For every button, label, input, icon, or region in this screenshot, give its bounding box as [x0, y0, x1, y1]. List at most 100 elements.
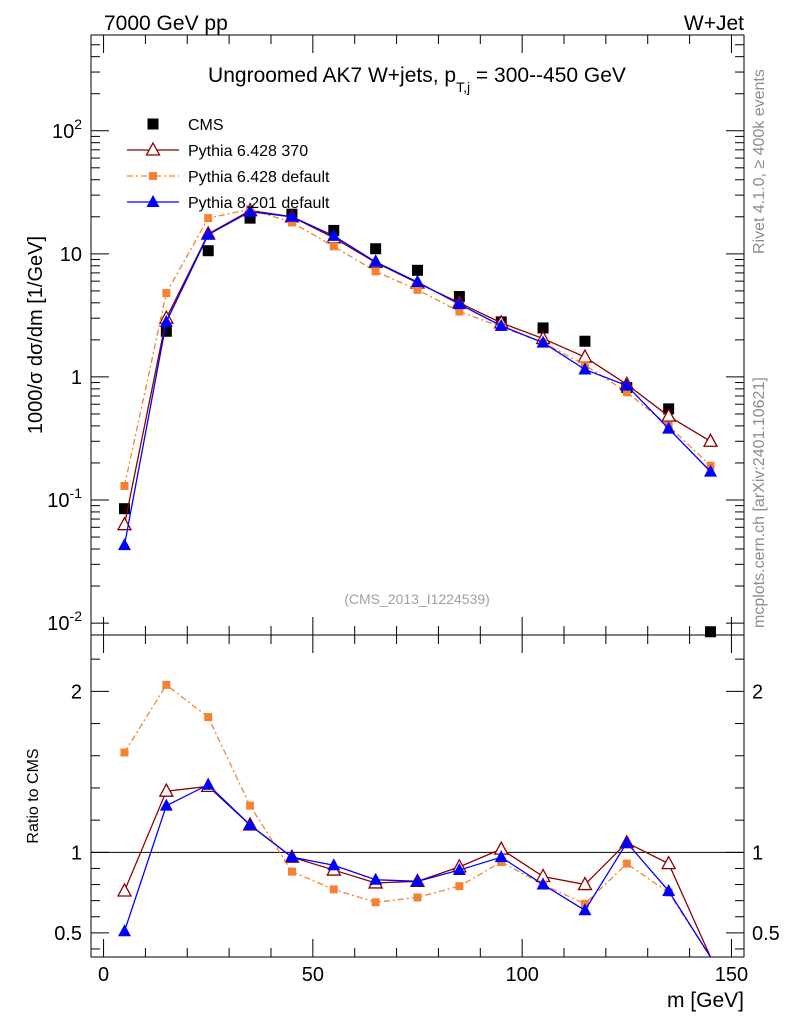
data-point: [452, 297, 466, 310]
legend-item: Pythia 6.428 370: [127, 141, 308, 160]
data-point: [579, 335, 591, 347]
ratio-ytick-label: 2: [71, 681, 82, 703]
data-point: [577, 348, 593, 363]
title-main: Ungroomed AK7 W+jets, p: [208, 64, 456, 87]
data-point: [201, 227, 215, 240]
data-point: [202, 245, 214, 257]
legend-marker: [146, 195, 160, 207]
main-ytick-label: 102: [52, 116, 82, 143]
ratio-point: [158, 782, 174, 797]
legend-label: Pythia 6.428 default: [188, 169, 330, 186]
ratio-point: [494, 850, 508, 863]
data-point: [159, 314, 173, 327]
main-ytick-label: 10-2: [47, 608, 82, 635]
data-point: [329, 242, 338, 251]
series-line: [123, 209, 711, 525]
ratio-ytick-label-right: 2: [752, 681, 763, 703]
data-point: [411, 275, 424, 288]
ratio-line: [123, 785, 712, 958]
ratio-series-pythia-8-201-default: [117, 777, 712, 958]
ratio-point: [452, 863, 466, 876]
ratio-point: [117, 924, 131, 937]
main-ticks: 10-2 10-1 1 10 102: [47, 34, 744, 635]
xtick-label: 150: [715, 964, 748, 986]
ratio-point: [536, 877, 550, 890]
mcplots-label: mcplots.cern.ch [arXiv:2401.10621]: [751, 377, 768, 628]
series-pythia-8-201-default: [117, 204, 718, 551]
ratio-panel: 0.5 0.5 1 1 2 2 0 50 100 150 Ratio to CMS m [GeV]: [25, 634, 780, 1012]
main-watermark: (CMS_2013_I1224539): [344, 591, 490, 607]
data-point: [160, 325, 172, 337]
ratio-point: [661, 855, 677, 870]
ratio-point: [285, 850, 299, 863]
data-point: [704, 464, 718, 477]
data-point: [661, 407, 677, 422]
data-point: [118, 503, 130, 515]
ratio-point: [578, 903, 592, 916]
ratio-point: [201, 777, 215, 790]
data-point: [662, 421, 676, 434]
legend-item: Pythia 6.428 default: [127, 169, 330, 186]
data-point: [702, 432, 719, 447]
xtick-label: 50: [302, 964, 324, 986]
data-point: [413, 285, 422, 294]
ratio-point: [287, 867, 296, 876]
ratio-point: [371, 898, 380, 907]
ratio-point: [159, 798, 173, 811]
data-point: [120, 481, 129, 490]
data-point: [622, 388, 631, 397]
main-panel: 10-2 10-1 1 10 102 (CMS_2013_I1224539) Ungro…: [25, 34, 745, 638]
ratio-point: [620, 835, 634, 848]
data-point: [244, 212, 256, 224]
data-point: [705, 626, 717, 638]
ratio-point: [246, 801, 255, 810]
ratio-point: [162, 680, 171, 689]
main-ytick-label: 10-1: [47, 485, 82, 512]
ratio-point: [329, 885, 338, 894]
legend-marker: [149, 172, 157, 180]
ratio-ytick-label: 1: [71, 842, 82, 864]
legend-label: Pythia 8.201 default: [188, 195, 330, 212]
data-point: [117, 538, 131, 551]
ratio-line: [123, 683, 712, 958]
ratio-point: [327, 858, 341, 871]
data-point: [162, 289, 171, 298]
ratio-ytick-label-right: 0.5: [752, 923, 780, 945]
data-point: [536, 335, 550, 348]
main-title: Ungroomed AK7 W+jets, pT,j = 300--450 Ge…: [208, 64, 626, 95]
data-point: [370, 243, 382, 255]
ratio-point: [455, 882, 464, 891]
ratio-point: [662, 883, 676, 896]
data-point: [369, 254, 383, 267]
legend-label: CMS: [188, 117, 224, 134]
series-line: [123, 208, 711, 487]
legend-marker: [147, 118, 159, 130]
ratio-point: [411, 874, 424, 887]
ratio-point: [369, 872, 383, 885]
legend-label: Pythia 6.428 370: [188, 143, 308, 160]
data-point: [327, 228, 341, 241]
main-ytick-label: 10: [60, 244, 82, 266]
data-point: [412, 264, 423, 276]
ratio-ylabel: Ratio to CMS: [25, 748, 42, 843]
ratio-point: [243, 817, 257, 830]
series-cms: [118, 208, 717, 638]
data-point: [494, 318, 508, 331]
data-point: [285, 209, 299, 222]
ratio-ticks: 0.5 0.5 1 1 2 2 0 50 100 150: [54, 635, 780, 986]
legend: CMS Pythia 6.428 370 Pythia 6.428 default P…: [127, 117, 330, 212]
ratio-point: [577, 876, 593, 891]
header-right: W+Jet: [684, 12, 744, 35]
rivet-label: Rivet 4.1.0, ≥ 400k events: [751, 69, 768, 254]
data-point: [204, 214, 213, 223]
title-sub: T,j: [456, 79, 470, 95]
ratio-point: [204, 713, 213, 722]
ratio-point: [116, 882, 133, 897]
series-line: [123, 211, 711, 546]
legend-marker: [145, 141, 161, 156]
ratio-line: [123, 783, 712, 958]
ratio-frame: [90, 634, 745, 958]
title-tail: = 300--450 GeV: [470, 64, 626, 87]
data-point: [537, 322, 549, 334]
